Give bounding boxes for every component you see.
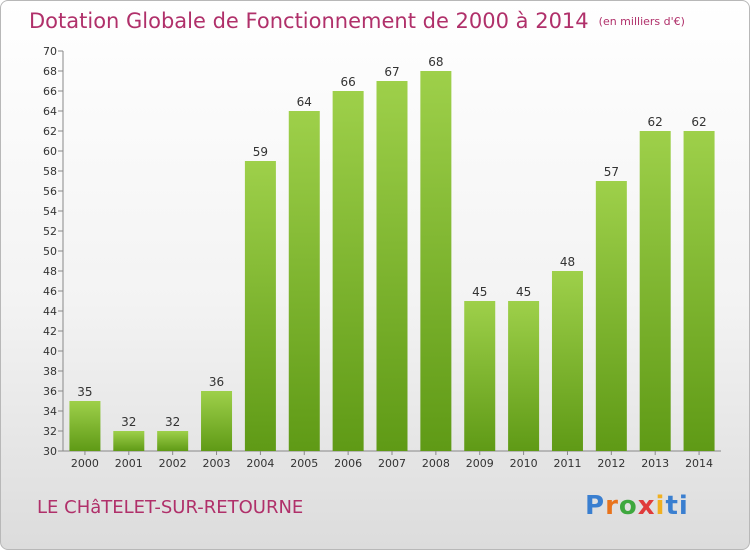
data-label: 45 bbox=[516, 285, 531, 299]
bar bbox=[595, 181, 627, 451]
chart-title-text: Dotation Globale de Fonctionnement de 20… bbox=[29, 9, 589, 33]
logo-letter: x bbox=[637, 491, 656, 521]
logo-letter: P bbox=[585, 491, 606, 521]
data-label: 68 bbox=[428, 55, 443, 69]
data-label: 32 bbox=[121, 415, 136, 429]
bar bbox=[508, 301, 540, 451]
x-tick-label: 2012 bbox=[597, 457, 625, 470]
data-label: 36 bbox=[209, 375, 224, 389]
chart-unit: (en milliers d'€) bbox=[598, 15, 685, 28]
y-tick-label: 52 bbox=[43, 225, 57, 238]
x-tick-label: 2013 bbox=[641, 457, 669, 470]
y-tick-label: 68 bbox=[43, 65, 57, 78]
x-tick-label: 2009 bbox=[466, 457, 494, 470]
data-label: 35 bbox=[77, 385, 92, 399]
y-tick-label: 44 bbox=[43, 305, 57, 318]
y-tick-label: 50 bbox=[43, 245, 57, 258]
x-tick-label: 2004 bbox=[246, 457, 274, 470]
data-label: 67 bbox=[384, 65, 399, 79]
bar bbox=[288, 111, 320, 451]
bar bbox=[69, 401, 101, 451]
y-tick-label: 32 bbox=[43, 425, 57, 438]
y-tick-label: 66 bbox=[43, 85, 57, 98]
data-label: 57 bbox=[604, 165, 619, 179]
data-label: 62 bbox=[648, 115, 663, 129]
x-tick-label: 2001 bbox=[115, 457, 143, 470]
bar bbox=[683, 131, 715, 451]
data-label: 48 bbox=[560, 255, 575, 269]
y-tick-label: 48 bbox=[43, 265, 57, 278]
bar bbox=[157, 431, 189, 451]
y-tick-label: 54 bbox=[43, 205, 57, 218]
proxiti-logo: Proxiti bbox=[585, 491, 689, 521]
bar bbox=[551, 271, 583, 451]
x-tick-label: 2011 bbox=[553, 457, 581, 470]
bar bbox=[201, 391, 233, 451]
logo-letter: i bbox=[655, 491, 666, 521]
y-tick-label: 30 bbox=[43, 445, 57, 458]
y-tick-label: 36 bbox=[43, 385, 57, 398]
y-tick-label: 42 bbox=[43, 325, 57, 338]
y-tick-label: 40 bbox=[43, 345, 57, 358]
x-tick-label: 2008 bbox=[422, 457, 450, 470]
bar bbox=[376, 81, 408, 451]
y-tick-label: 64 bbox=[43, 105, 57, 118]
y-tick-label: 38 bbox=[43, 365, 57, 378]
bar bbox=[639, 131, 671, 451]
x-tick-label: 2002 bbox=[159, 457, 187, 470]
bar bbox=[464, 301, 496, 451]
x-tick-label: 2000 bbox=[71, 457, 99, 470]
x-tick-label: 2010 bbox=[510, 457, 538, 470]
x-tick-label: 2014 bbox=[685, 457, 713, 470]
x-tick-label: 2007 bbox=[378, 457, 406, 470]
y-tick-label: 70 bbox=[43, 45, 57, 58]
bar bbox=[113, 431, 145, 451]
logo-letter: ti bbox=[665, 491, 689, 521]
bar bbox=[244, 161, 276, 451]
bar bbox=[420, 71, 452, 451]
data-label: 66 bbox=[340, 75, 355, 89]
data-label: 45 bbox=[472, 285, 487, 299]
logo-letter: r bbox=[605, 491, 619, 521]
x-tick-label: 2006 bbox=[334, 457, 362, 470]
data-label: 62 bbox=[691, 115, 706, 129]
y-tick-label: 60 bbox=[43, 145, 57, 158]
x-tick-label: 2005 bbox=[290, 457, 318, 470]
data-label: 59 bbox=[253, 145, 268, 159]
y-tick-label: 58 bbox=[43, 165, 57, 178]
chart-title: Dotation Globale de Fonctionnement de 20… bbox=[29, 9, 685, 33]
y-tick-label: 56 bbox=[43, 185, 57, 198]
logo-letter: o bbox=[618, 491, 638, 521]
data-label: 32 bbox=[165, 415, 180, 429]
y-tick-label: 34 bbox=[43, 405, 57, 418]
y-tick-label: 46 bbox=[43, 285, 57, 298]
data-label: 64 bbox=[297, 95, 312, 109]
chart-axes: 30 32 34 36 38 40 42 44 46 48 50 52 54 56 58 60 62 64 66 68… bbox=[43, 45, 721, 470]
chart-bars: 35 32 32 36 59 64 66 67 68 45 45 48 57 62 62 bbox=[69, 55, 715, 451]
y-tick-label: 62 bbox=[43, 125, 57, 138]
bar bbox=[332, 91, 364, 451]
commune-name: LE CHâTELET-SUR-RETOURNE bbox=[37, 497, 304, 518]
x-tick-label: 2003 bbox=[203, 457, 231, 470]
